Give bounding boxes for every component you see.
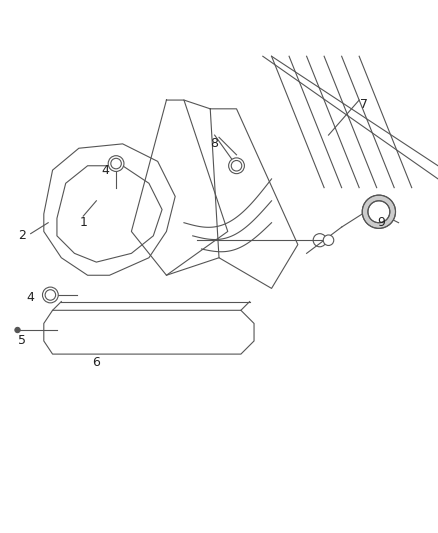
Circle shape (15, 327, 20, 333)
Text: 5: 5 (18, 335, 26, 348)
Text: 1: 1 (79, 216, 87, 229)
Circle shape (368, 201, 390, 223)
Text: 8: 8 (211, 138, 219, 150)
Text: 7: 7 (360, 98, 367, 111)
Text: 9: 9 (377, 216, 385, 229)
Text: 4: 4 (27, 290, 35, 304)
Circle shape (229, 158, 244, 174)
Circle shape (362, 195, 396, 229)
Text: 4: 4 (101, 164, 109, 176)
Text: 2: 2 (18, 229, 26, 243)
Circle shape (323, 235, 334, 246)
Text: 6: 6 (92, 357, 100, 369)
Circle shape (42, 287, 58, 303)
Circle shape (108, 156, 124, 172)
